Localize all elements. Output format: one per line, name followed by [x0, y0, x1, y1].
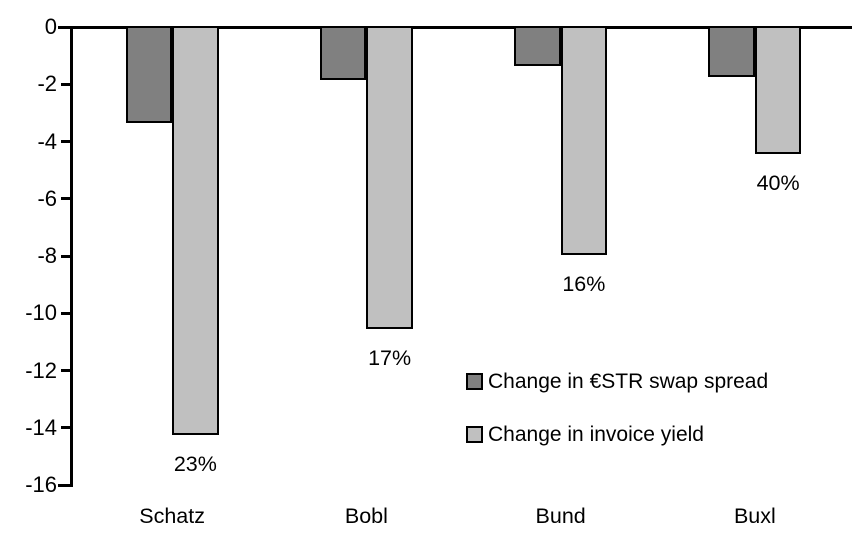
x-axis-category-label-bobl: Bobl [344, 504, 388, 528]
y-axis-tick [61, 254, 71, 258]
x-axis-category-label-buxl: Buxl [733, 504, 776, 528]
bar-change-in-str-swap-spread-bund [514, 26, 561, 66]
y-axis-tick [61, 311, 71, 315]
y-axis-tick [61, 426, 71, 430]
bar-change-in-str-swap-spread-bobl [319, 26, 367, 81]
y-axis-tick-label: -14 [25, 414, 57, 440]
y-axis-tick-label: -6 [37, 185, 57, 211]
legend-swatch-invoice-yield [466, 426, 483, 444]
bar-change-in-invoice-yield-bund [560, 26, 608, 255]
bar-change-in-invoice-yield-buxl [754, 26, 802, 155]
y-axis-tick-label: -10 [25, 300, 57, 326]
legend-label-swap-spread: Change in €STR swap spread [488, 370, 769, 393]
legend-swatch-swap-spread [466, 373, 483, 391]
y-axis-tick-label: -16 [25, 472, 57, 497]
y-axis-tick [61, 197, 71, 201]
y-axis-line [69, 25, 73, 487]
zero-axis-line [69, 25, 852, 29]
y-axis-tick-label: -12 [25, 357, 57, 383]
y-axis-tick-label: -2 [37, 71, 57, 97]
bar-change-in-invoice-yield-bobl [366, 26, 413, 330]
y-axis-tick-label: -8 [37, 243, 57, 268]
bar-change-in-invoice-yield-schatz [172, 26, 219, 435]
x-axis-category-label-schatz: Schatz [139, 504, 205, 528]
y-axis-tick-label: 0 [44, 14, 57, 39]
bar-change-in-str-swap-spread-buxl [708, 26, 755, 78]
y-axis-tick [61, 369, 71, 372]
legend-item-invoice-yield: Change in invoice yield [466, 422, 704, 447]
y-axis-tick [58, 483, 71, 487]
data-label-bund: 16% [562, 271, 606, 296]
legend-label-invoice-yield: Change in invoice yield [488, 423, 704, 446]
legend-item-swap-spread: Change in €STR swap spread [466, 369, 768, 394]
y-axis-tick [61, 82, 71, 86]
y-axis-tick [58, 25, 71, 29]
data-label-bobl: 17% [368, 346, 412, 371]
y-axis-tick [61, 140, 71, 143]
y-axis-tick-label: -4 [37, 128, 57, 154]
data-label-schatz: 23% [173, 451, 217, 476]
bar-change-in-str-swap-spread-schatz [125, 26, 173, 123]
x-axis-category-label-bund: Bund [535, 504, 586, 528]
data-label-buxl: 40% [756, 171, 800, 196]
